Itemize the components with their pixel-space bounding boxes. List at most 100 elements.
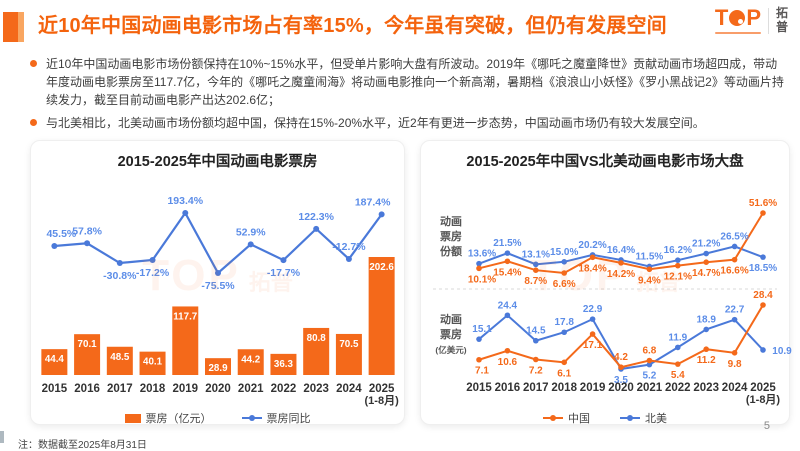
svg-text:2022: 2022 <box>665 382 691 394</box>
svg-text:18.5%: 18.5% <box>749 263 777 274</box>
svg-text:45.5%: 45.5% <box>46 228 76 240</box>
card-cn-vs-na: 2015-2025年中国VS北美动画电影市场大盘 10.1% 15.4% 8.7% 6… <box>420 140 792 426</box>
svg-text:8.7%: 8.7% <box>524 276 547 287</box>
svg-text:16.2%: 16.2% <box>664 245 692 256</box>
svg-text:(亿美元): (亿美元) <box>435 345 466 355</box>
svg-text:2023: 2023 <box>693 382 719 394</box>
page-number: 5 <box>763 420 770 432</box>
svg-text:动画: 动画 <box>440 214 462 228</box>
summary-bullets: 近10年中国动画电影市场份额保持在10%~15%水平，但受单片影响大盘有所波动。… <box>30 55 788 137</box>
svg-text:2019: 2019 <box>580 382 606 394</box>
svg-text:2024: 2024 <box>336 383 362 395</box>
svg-text:28.9: 28.9 <box>208 363 228 374</box>
svg-text:22.7: 22.7 <box>725 305 745 316</box>
cn-box-office-chart: 44.4 70.1 48.5 40.1 117.7 28.9 44.2 36.3 80.8 70.… <box>40 195 399 407</box>
footnote: 注：数据截至2025年8月31日 <box>18 440 147 451</box>
logo-subtext-bar <box>714 32 761 35</box>
svg-text:26.5%: 26.5% <box>720 231 748 242</box>
svg-text:51.6%: 51.6% <box>749 198 777 209</box>
svg-text:122.3%: 122.3% <box>298 211 334 223</box>
svg-text:2022: 2022 <box>270 383 296 395</box>
svg-text:(1-8月): (1-8月) <box>746 393 781 406</box>
svg-text:17.8: 17.8 <box>554 317 574 328</box>
svg-text:9.8: 9.8 <box>728 359 742 370</box>
title-marker-icon <box>3 12 24 42</box>
legend-label: 票房（亿元） <box>145 413 212 425</box>
legend: 中国 北美 <box>421 410 789 426</box>
svg-text:2019: 2019 <box>172 383 198 395</box>
logo-cn-text: 拓普 <box>776 6 789 34</box>
svg-text:2018: 2018 <box>139 383 165 395</box>
svg-text:2023: 2023 <box>303 383 329 395</box>
svg-text:2016: 2016 <box>495 382 521 394</box>
svg-text:动画: 动画 <box>440 312 462 326</box>
chart-title: 2015-2025年中国动画电影票房 <box>117 154 318 170</box>
svg-text:11.5%: 11.5% <box>635 251 663 262</box>
svg-text:10.1%: 10.1% <box>468 274 496 285</box>
svg-text:16.4%: 16.4% <box>607 245 635 256</box>
logo-letter-p: P <box>746 5 761 31</box>
svg-text:2017: 2017 <box>107 383 133 395</box>
svg-text:10.9: 10.9 <box>772 346 792 357</box>
svg-text:20.2%: 20.2% <box>578 240 606 251</box>
line-swatch-icon <box>620 415 640 421</box>
svg-text:2018: 2018 <box>551 382 577 394</box>
svg-text:7.1: 7.1 <box>475 366 489 377</box>
svg-text:6.1: 6.1 <box>557 368 571 379</box>
svg-text:9.4%: 9.4% <box>638 275 661 286</box>
edge-mark <box>0 431 4 443</box>
legend-label: 北美 <box>645 413 667 425</box>
svg-text:2025: 2025 <box>368 383 394 395</box>
svg-text:14.5: 14.5 <box>526 326 546 337</box>
svg-text:28.4: 28.4 <box>753 290 773 301</box>
svg-text:13.1%: 13.1% <box>522 249 550 260</box>
svg-text:117.7: 117.7 <box>173 311 198 322</box>
svg-text:6.6%: 6.6% <box>553 279 576 290</box>
svg-text:15.0%: 15.0% <box>550 247 578 258</box>
cn-vs-na-chart: 10.1%15.4%8.7% 6.6%18.4%14.2%9.4% 12.1% 14.… <box>433 198 792 406</box>
svg-text:2020: 2020 <box>205 383 231 395</box>
svg-text:202.6: 202.6 <box>369 262 394 273</box>
bullet-text: 与北美相比，北美动画市场份额均超中国，保持在15%-20%水平，近2年有更进一步… <box>46 116 705 130</box>
svg-text:2024: 2024 <box>722 382 748 394</box>
logo-letter-t: T <box>714 5 729 31</box>
svg-text:14.7%: 14.7% <box>692 268 720 279</box>
bullet-dot-icon <box>30 60 37 67</box>
svg-text:17.1: 17.1 <box>583 340 603 351</box>
svg-text:11.2: 11.2 <box>697 355 716 366</box>
svg-text:-12.7%: -12.7% <box>332 241 366 253</box>
svg-text:票房: 票房 <box>440 327 462 341</box>
bullet-text: 近10年中国动画电影市场份额保持在10%~15%水平，但受单片影响大盘有所波动。… <box>46 57 784 107</box>
bullet-item: 近10年中国动画电影市场份额保持在10%~15%水平，但受单片影响大盘有所波动。… <box>30 55 788 109</box>
svg-text:193.4%: 193.4% <box>167 195 203 207</box>
line-swatch-icon <box>241 415 262 421</box>
svg-text:4.2: 4.2 <box>614 352 628 363</box>
svg-text:-17.7%: -17.7% <box>266 267 300 279</box>
svg-text:10.6: 10.6 <box>498 357 518 368</box>
svg-text:份额: 份额 <box>440 244 462 258</box>
chart-cards: 2015-2025年中国动画电影票房 44.4 70.1 48.5 40.1 117.7… <box>30 140 792 426</box>
page-title: 近10年中国动画电影市场占有率15%，今年虽有突破，但仍有发展空间 <box>38 15 667 37</box>
svg-text:21.5%: 21.5% <box>493 238 521 249</box>
svg-text:12.1%: 12.1% <box>664 272 692 283</box>
svg-text:44.2: 44.2 <box>241 354 261 365</box>
svg-text:-17.2%: -17.2% <box>135 267 169 279</box>
svg-text:2025: 2025 <box>750 382 776 394</box>
card-cn-box-office: 2015-2025年中国动画电影票房 44.4 70.1 48.5 40.1 117.7… <box>30 140 405 425</box>
chart-title: 2015-2025年中国VS北美动画电影市场大盘 <box>466 154 744 170</box>
svg-text:48.5: 48.5 <box>110 352 130 363</box>
svg-text:57.8%: 57.8% <box>72 225 102 237</box>
bar-swatch-icon <box>124 413 141 423</box>
svg-text:-30.8%: -30.8% <box>103 270 137 282</box>
legend: 票房（亿元） 票房同比 <box>31 410 404 426</box>
svg-text:21.2%: 21.2% <box>692 239 720 250</box>
svg-text:11.9: 11.9 <box>668 332 687 343</box>
svg-text:18.4%: 18.4% <box>578 263 606 274</box>
svg-text:70.1: 70.1 <box>77 339 97 350</box>
svg-text:40.1: 40.1 <box>143 357 163 368</box>
bullet-dot-icon <box>30 119 37 126</box>
svg-text:票房: 票房 <box>440 229 462 243</box>
svg-text:2016: 2016 <box>74 383 100 395</box>
